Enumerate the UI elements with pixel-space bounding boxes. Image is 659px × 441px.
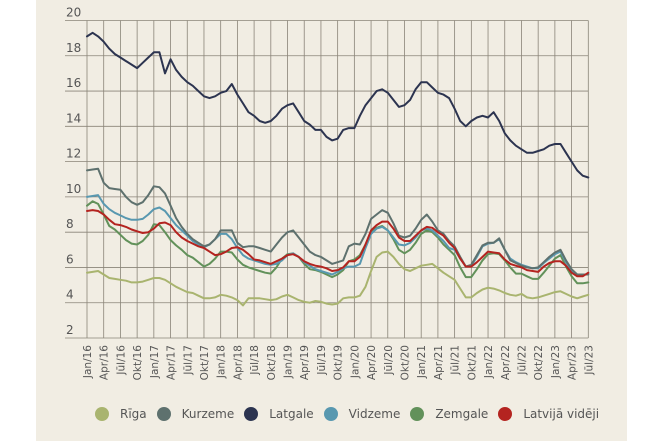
legend-label: Vidzeme [348, 407, 401, 421]
x-tick-label: Jan/18 [216, 345, 228, 379]
y-tick-label: 14 [66, 111, 81, 125]
x-tick-label: Jūl/19 [316, 345, 328, 376]
x-tick-label: Jan/22 [483, 345, 495, 379]
x-tick-label: Apr/20 [366, 345, 378, 380]
legend-item-latgale: Latgale [244, 407, 314, 421]
series-line-latgale [86, 31, 590, 179]
legend-label: Zemgale [435, 407, 489, 421]
legend-label: Kurzeme [181, 407, 235, 421]
x-tick-label: Jūl/23 [583, 345, 595, 376]
x-tick-label: Jan/16 [82, 345, 94, 379]
x-tick-label: Okt/21 [466, 345, 478, 380]
legend-item-riga: Rīga [95, 407, 147, 421]
legend-swatch [410, 407, 425, 421]
series-line-latvij-vid-ji [86, 209, 590, 278]
x-tick-label: Okt/18 [266, 345, 278, 380]
x-tick-label: Jūl/17 [182, 345, 194, 376]
x-tick-label: Jūl/16 [115, 345, 127, 376]
y-tick-label: 10 [66, 182, 81, 196]
y-tick-label: 18 [66, 41, 81, 55]
x-tick-label: Okt/17 [199, 345, 211, 380]
x-tick-label: Okt/16 [132, 345, 144, 381]
legend-item-zemgale: Zemgale [410, 407, 488, 421]
x-tick-label: Jūl/20 [383, 345, 395, 376]
y-tick-label: 20 [66, 6, 81, 20]
legend: Rīga Kurzeme Latgale Vidzeme Zemgale Lat… [95, 407, 609, 421]
legend-label: Latvijā vidēji [523, 407, 600, 421]
series-lines [86, 31, 590, 307]
x-tick-label: Jan/21 [416, 345, 428, 379]
y-tick-label: 6 [66, 252, 74, 266]
x-tick-label: Jūl/22 [516, 345, 528, 376]
x-tick-label: Apr/22 [500, 345, 512, 380]
x-tick-label: Jūl/21 [450, 345, 462, 376]
x-tick-label: Apr/21 [433, 345, 445, 380]
legend-swatch [95, 407, 109, 421]
x-tick-label: Apr/19 [299, 345, 311, 380]
legend-swatch [156, 407, 171, 421]
x-tick-label: Jan/20 [349, 345, 361, 379]
y-tick-label: 8 [66, 217, 74, 231]
legend-swatch [323, 407, 338, 421]
x-tick-label: Okt/22 [533, 345, 545, 380]
y-axis-ticks: 20 18 16 14 12 10 8 6 4 2 [66, 6, 81, 338]
series-line-kurzeme [86, 167, 590, 276]
x-tick-label: Jan/19 [283, 345, 295, 379]
legend-swatch [244, 407, 259, 421]
y-tick-label: 2 [66, 323, 74, 337]
legend-item-kurzeme: Kurzeme [156, 407, 235, 421]
x-tick-label: Jan/23 [550, 345, 562, 379]
x-axis-ticks: Jan/16 Apr/16 Jūl/16 Okt/16 Jan/17 Apr/17 Jūl/… [82, 345, 595, 381]
y-tick-label: 16 [66, 76, 81, 90]
legend-item-latvija-videji: Latvijā vidēji [498, 407, 599, 421]
gridlines [65, 20, 589, 339]
series-line-r-ga [86, 250, 590, 307]
legend-item-vidzeme: Vidzeme [323, 407, 401, 421]
y-tick-label: 12 [66, 147, 81, 161]
x-tick-label: Apr/16 [99, 345, 111, 380]
x-tick-label: Apr/23 [567, 345, 579, 380]
legend-label: Latgale [269, 407, 314, 421]
x-tick-label: Jūl/18 [249, 345, 261, 376]
x-tick-label: Okt/19 [333, 345, 345, 380]
x-tick-label: Okt/20 [399, 345, 411, 380]
legend-swatch [498, 407, 513, 421]
legend-label: Rīga [120, 407, 147, 421]
x-tick-label: Apr/17 [166, 345, 178, 380]
x-tick-label: Jan/17 [149, 345, 161, 379]
x-tick-label: Apr/18 [232, 345, 244, 380]
y-tick-label: 4 [66, 288, 74, 302]
